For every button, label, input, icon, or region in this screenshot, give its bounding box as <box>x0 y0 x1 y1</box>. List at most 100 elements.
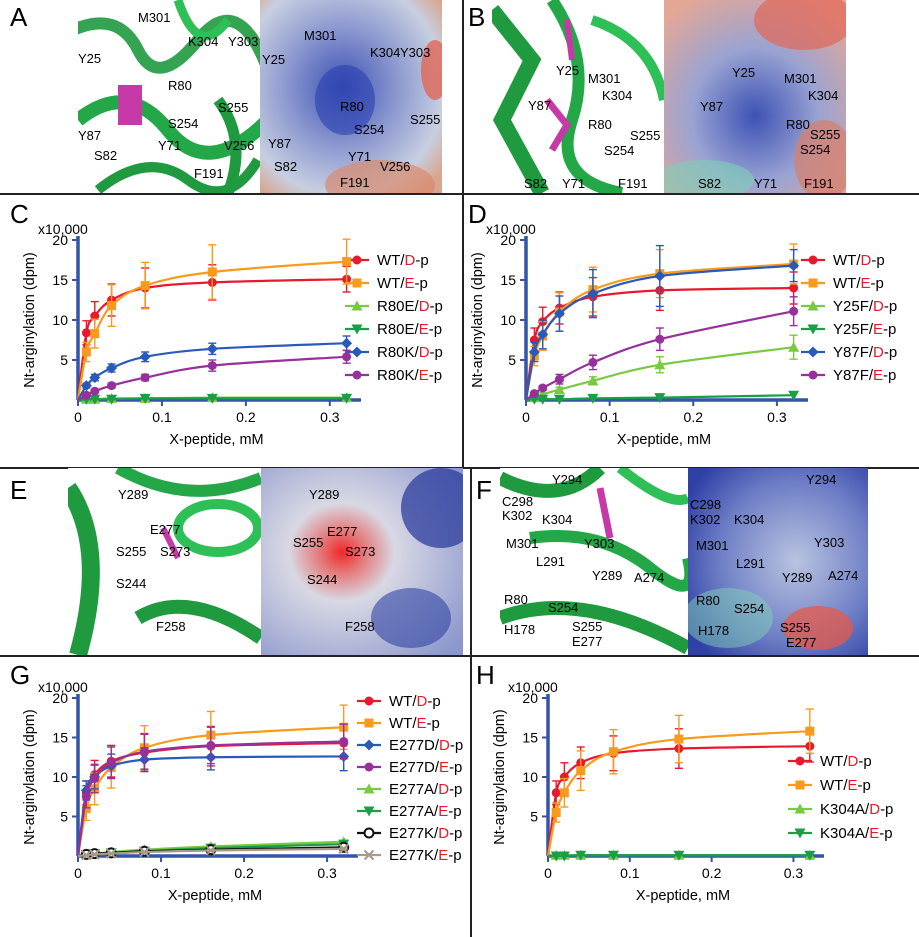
data-point <box>528 346 540 358</box>
legend-label: K304A/E-p <box>820 825 893 842</box>
legend-label: WT/E-p <box>833 275 884 292</box>
legend-entry: E277D/D-p <box>357 737 463 754</box>
data-point <box>89 394 101 405</box>
data-point <box>575 850 587 861</box>
residue-label: R80 <box>588 117 612 132</box>
data-point <box>139 351 151 363</box>
legend-entry: WT/E-p <box>345 275 428 292</box>
data-point <box>655 334 665 344</box>
data-point <box>804 850 816 861</box>
data-point <box>528 394 540 405</box>
x-tick-label: 0.3 <box>767 409 787 425</box>
data-point <box>107 301 117 311</box>
data-point <box>551 808 561 818</box>
residue-label: S244 <box>307 572 337 587</box>
y-tick-label: 10 <box>500 312 516 328</box>
data-point <box>654 393 666 404</box>
legend-marker <box>363 739 375 751</box>
data-point <box>587 375 599 386</box>
series-3 <box>77 393 353 405</box>
y-tick-label: 5 <box>508 352 516 368</box>
legend-label: R80E/D-p <box>377 298 443 315</box>
legend-entry: R80E/E-p <box>345 321 442 338</box>
divider-vertical-bottom <box>470 655 472 937</box>
data-point <box>338 843 349 855</box>
series-4 <box>77 335 353 401</box>
structure-f-cartoon-drawing <box>500 468 688 655</box>
data-point <box>89 849 100 860</box>
residue-label: L291 <box>736 556 765 571</box>
series-2 <box>525 334 800 403</box>
structure-f-surface-drawing <box>688 468 868 655</box>
residue-label: A274 <box>828 568 858 583</box>
residue-label: K304 <box>808 88 838 103</box>
series-3 <box>548 850 816 862</box>
structure-e-cartoon: Y289 E277 S255 S273 S244 F258 <box>68 468 261 655</box>
legend-entry: WT/E-p <box>357 715 440 732</box>
y-tick-label: 20 <box>52 232 68 248</box>
series-0 <box>524 269 799 401</box>
structure-b-surface: Y25 M301 K304 Y87 R80 S255 S254 S82 Y71 … <box>664 0 846 193</box>
structure-e-cartoon-drawing <box>68 468 261 655</box>
data-point <box>789 283 799 293</box>
data-point <box>106 362 118 374</box>
structure-f-cartoon-labels: Y294 C298 K302 K304 M301 Y303 A274 L291 … <box>502 472 664 649</box>
y-axis-label: Nt-arginylation (dpm) <box>22 709 38 844</box>
data-point <box>89 372 101 384</box>
residue-label: S244 <box>116 576 146 591</box>
legend-marker <box>795 780 805 790</box>
legend-entry: Y87F/D-p <box>801 344 897 361</box>
legend-entry: K304A/E-p <box>788 825 893 842</box>
residue-label: Y25 <box>556 63 579 78</box>
residue-label: Y303 <box>400 45 430 60</box>
x-axis-label: X-peptide, mM <box>636 888 730 904</box>
data-point <box>81 347 91 357</box>
legend-label: Y87F/E-p <box>833 367 896 384</box>
legend-label: WT/D-p <box>820 753 872 770</box>
legend-marker <box>351 324 363 335</box>
x-tick-label: 0.2 <box>236 409 256 425</box>
residue-label: F258 <box>345 619 375 634</box>
residue-label: K304 <box>370 45 400 60</box>
chart-c: x10,000 5 10 15 20 0 0.1 0.2 0.3 X-peptide, mM Nt-… <box>0 196 462 466</box>
legend-marker <box>351 300 363 311</box>
structure-a-cartoon: M301 K304 Y303 Y25 R80 S254 S255 Y87 Y71… <box>78 0 260 193</box>
legend-label: R80E/E-p <box>377 321 442 338</box>
data-point <box>140 373 150 383</box>
y-axis-label: Nt-arginylation (dpm) <box>492 709 508 844</box>
residue-label: C298 <box>502 494 533 509</box>
residue-label: Y25 <box>262 52 285 67</box>
data-point <box>788 390 800 401</box>
legend-entry: WT/D-p <box>801 252 885 269</box>
y-tick-label: 15 <box>52 730 68 746</box>
x-tick-label: 0.1 <box>620 865 640 881</box>
residue-label: S255 <box>410 112 440 127</box>
legend-label: E277D/D-p <box>389 737 463 754</box>
legend-entry: Y25F/D-p <box>801 298 897 315</box>
residue-label: K304 <box>188 34 218 49</box>
structure-a-surface-drawing <box>260 0 442 193</box>
residue-label: Y289 <box>118 487 148 502</box>
residue-label: Y71 <box>754 176 777 191</box>
data-point <box>81 792 91 802</box>
axis-multiplier-label: x10,000 <box>38 221 88 237</box>
chart-c-svg: x10,000 5 10 15 20 0 0.1 0.2 0.3 X-peptide, mM Nt-… <box>22 221 443 448</box>
residue-label: F191 <box>340 175 370 190</box>
legend-marker <box>363 783 375 794</box>
residue-label: M301 <box>138 10 171 25</box>
residue-label: M301 <box>588 71 621 86</box>
data-point <box>576 766 586 776</box>
legend-label: E277D/E-p <box>389 759 462 776</box>
legend-entry: Y87F/E-p <box>801 367 896 384</box>
residue-label: F258 <box>156 619 186 634</box>
data-point <box>139 393 151 404</box>
chart-h: x10,000 5 10 15 20 0 0.1 0.2 0.3 X-peptide, mM Nt-… <box>472 657 919 937</box>
legend-label: E277A/D-p <box>389 781 462 798</box>
legend-marker <box>364 762 374 772</box>
residue-label: R80 <box>168 78 192 93</box>
legend-label: E277K/E-p <box>389 847 462 864</box>
data-point <box>553 384 565 395</box>
legend-label: WT/D-p <box>833 252 885 269</box>
legend-marker <box>351 346 363 358</box>
data-point <box>554 374 564 384</box>
